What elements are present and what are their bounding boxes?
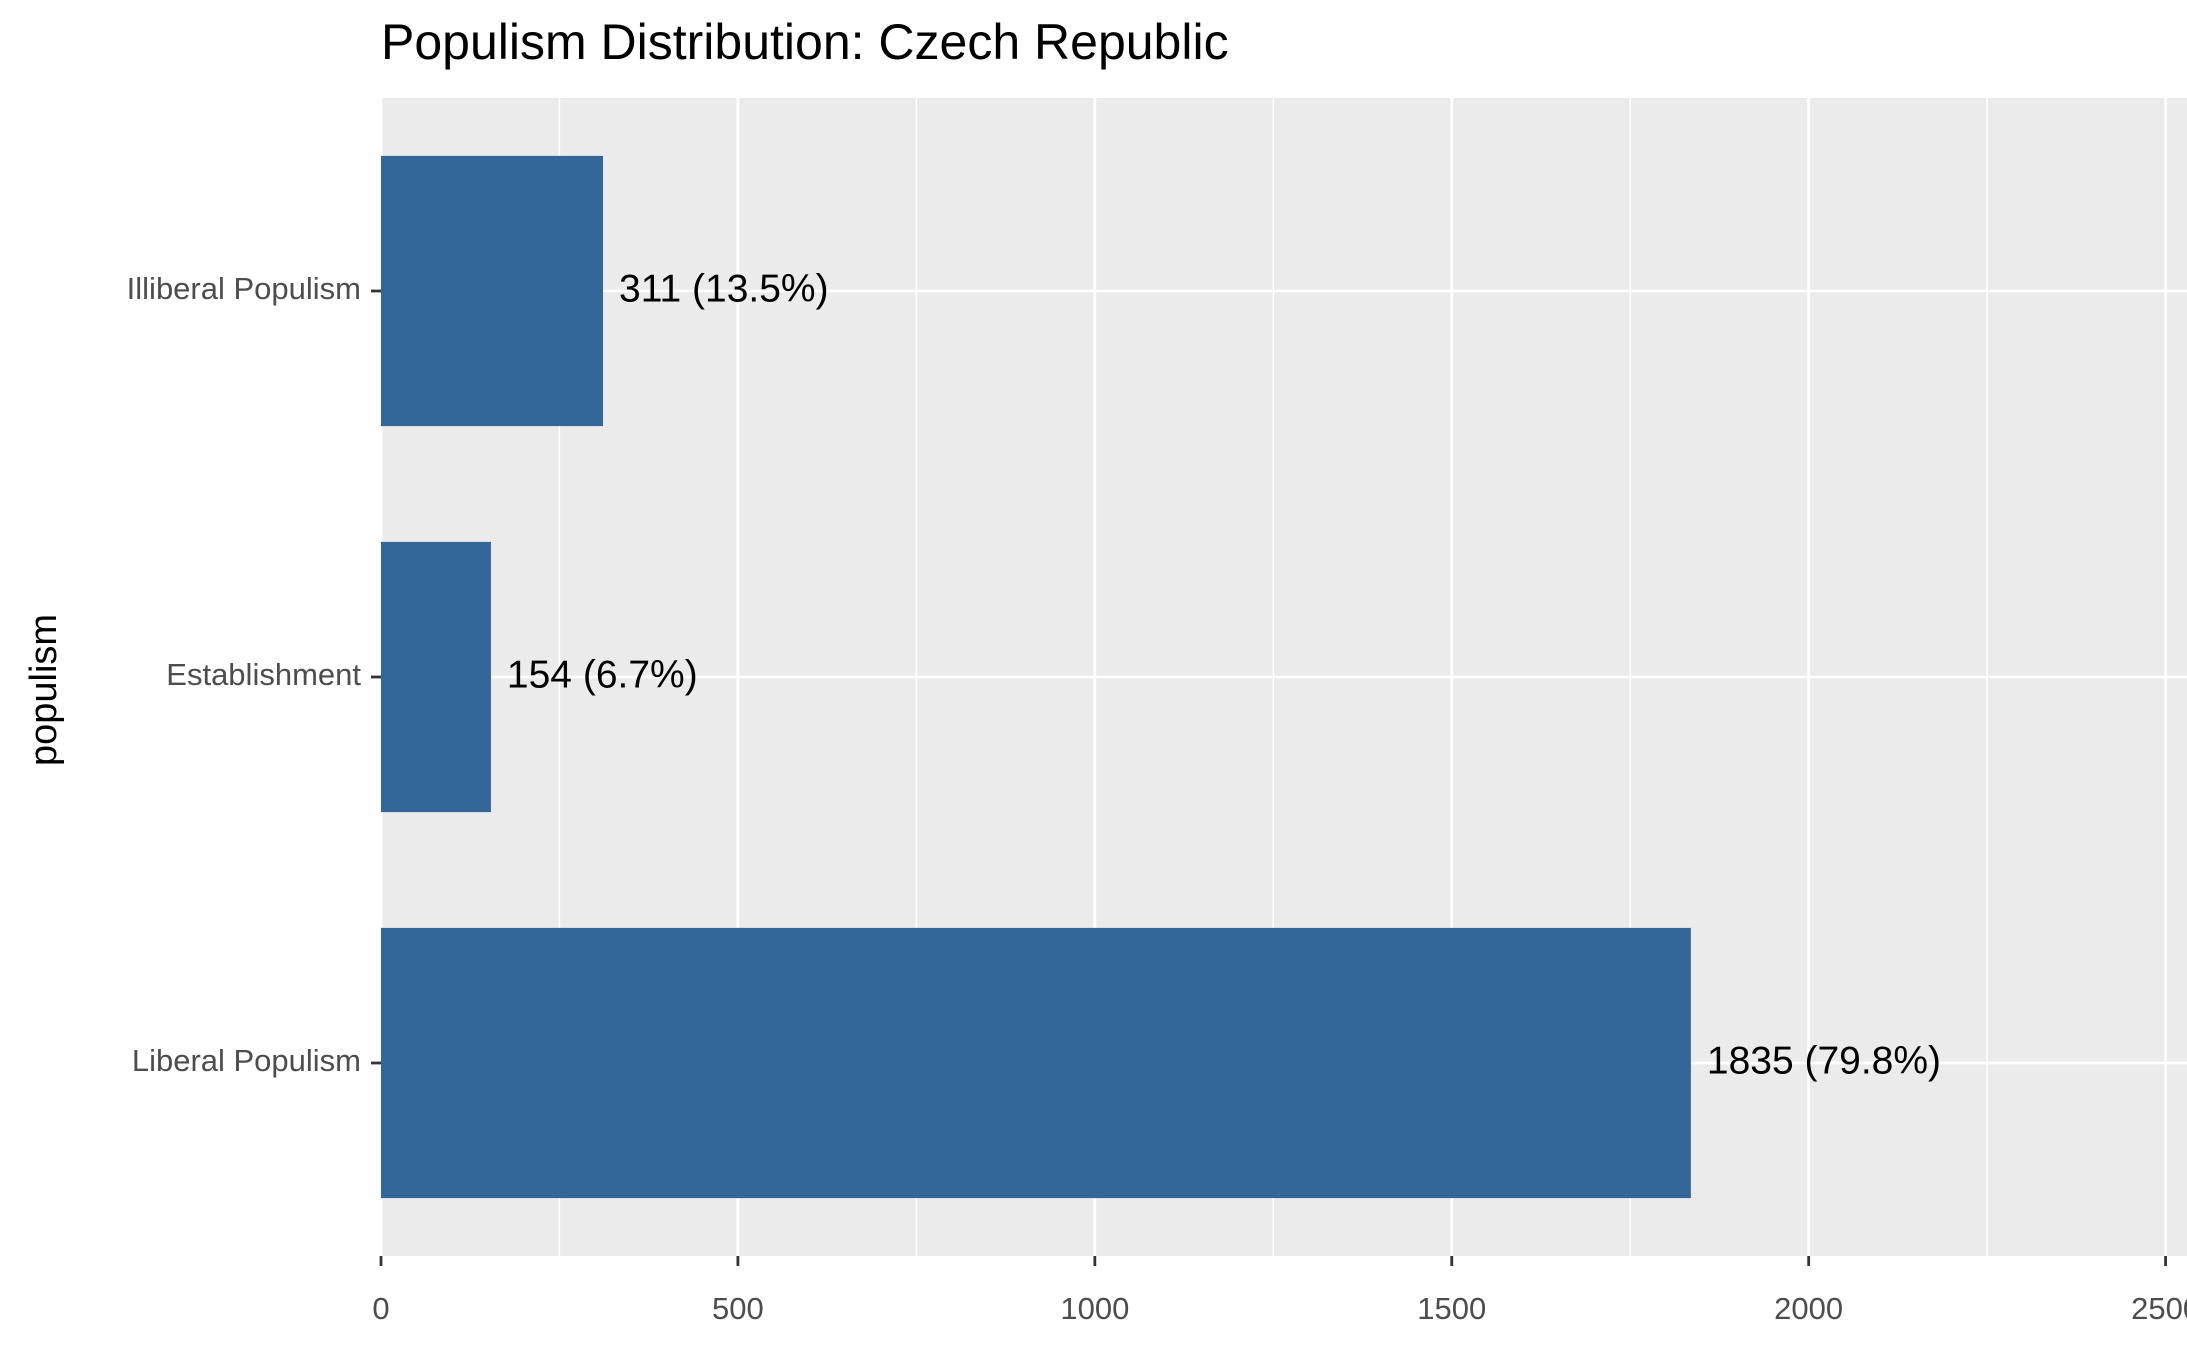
y-tick-label: Liberal Populism xyxy=(132,1043,361,1078)
x-tick-label: 500 xyxy=(712,1291,764,1326)
bar xyxy=(381,927,1691,1199)
value-label: 1835 (79.8%) xyxy=(1707,1039,1941,1082)
value-label: 154 (6.7%) xyxy=(507,653,698,696)
x-tick-label: 2000 xyxy=(1774,1291,1843,1326)
y-tick-label: Establishment xyxy=(166,657,361,692)
x-tick-label: 1500 xyxy=(1417,1291,1486,1326)
x-tick-label: 0 xyxy=(372,1291,389,1326)
bar xyxy=(381,155,604,427)
y-axis-title: populism xyxy=(23,614,65,766)
value-label: 311 (13.5%) xyxy=(619,267,829,310)
bar xyxy=(381,541,491,813)
x-tick-label: 1000 xyxy=(1060,1291,1129,1326)
y-tick-label: Illiberal Populism xyxy=(127,271,361,306)
chart-title: Populism Distribution: Czech Republic xyxy=(381,14,1229,70)
x-tick-label: 2500 xyxy=(2131,1291,2187,1326)
